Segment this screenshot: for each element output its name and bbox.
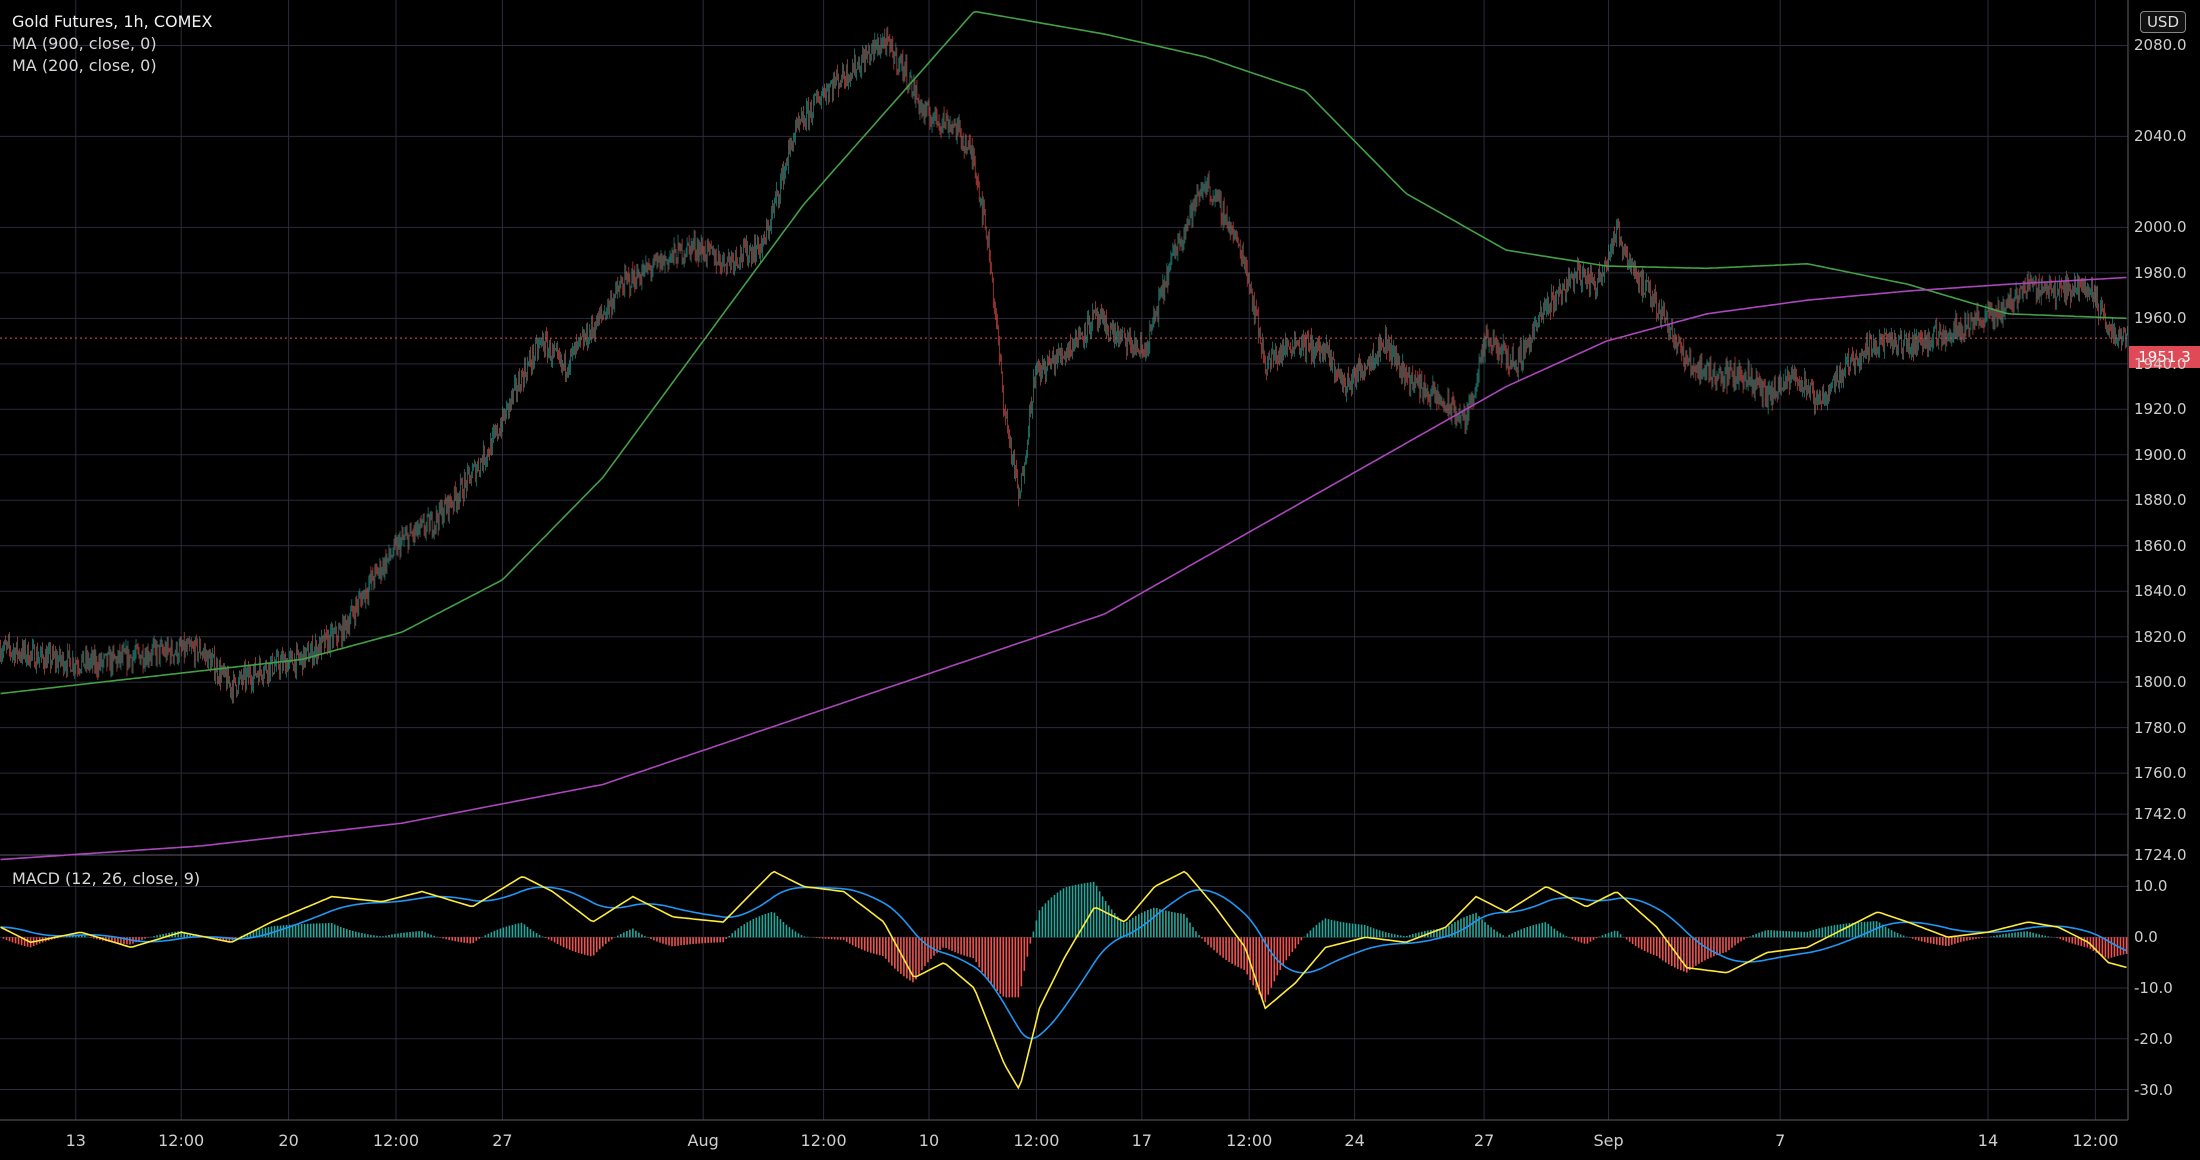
price-axis-tick: 1800.0 — [2134, 673, 2187, 692]
time-axis-tick: 27 — [492, 1131, 513, 1150]
time-axis-tick: 27 — [1473, 1131, 1495, 1150]
signal-line — [0, 886, 2127, 1040]
time-axis-tick: Aug — [687, 1131, 719, 1150]
price-axis-tick: 1860.0 — [2134, 536, 2187, 555]
last-price-tag: 1951.3 — [2129, 346, 2200, 368]
price-axis-tick: 1724.0 — [2134, 846, 2187, 864]
price-axis-tick: 2080.0 — [2134, 36, 2187, 55]
time-axis-tick: 12:00 — [158, 1131, 205, 1150]
ma200-legend[interactable]: MA (200, close, 0) — [12, 56, 157, 75]
price-axis-tick: 1820.0 — [2134, 627, 2187, 646]
price-axis-tick: 1780.0 — [2134, 718, 2187, 737]
macd-line — [0, 870, 2127, 1090]
time-axis-tick: 17 — [1131, 1131, 1152, 1150]
price-axis-tick: 2000.0 — [2134, 218, 2187, 237]
price-axis-tick: 1980.0 — [2134, 263, 2187, 282]
time-axis-tick: 12:00 — [1013, 1131, 1060, 1150]
chart-title: Gold Futures, 1h, COMEX — [12, 12, 213, 31]
price-axis-tick: 1760.0 — [2134, 764, 2187, 783]
time-axis-tick: 7 — [1775, 1131, 1786, 1150]
time-axis-tick: 14 — [1977, 1131, 1999, 1150]
time-axis-tick: 13 — [65, 1131, 86, 1150]
price-axis-tick: 1742.0 — [2134, 805, 2187, 824]
ma200-line — [0, 276, 2127, 861]
price-axis-tick: 1880.0 — [2134, 491, 2187, 510]
currency-badge[interactable]: USD — [2139, 11, 2186, 33]
macd-axis-tick: 10.0 — [2134, 877, 2168, 896]
time-axis-tick: 10 — [918, 1131, 940, 1150]
price-axis-tick: 1840.0 — [2134, 582, 2187, 601]
price-axis-tick: 2040.0 — [2134, 127, 2187, 146]
price-axis-tick: 1900.0 — [2134, 445, 2187, 464]
price-axis-tick: 1960.0 — [2134, 309, 2187, 328]
price-axis-tick: 1940.0 — [2134, 354, 2187, 373]
ma900-line — [0, 10, 2127, 695]
macd-axis-tick: -20.0 — [2134, 1029, 2173, 1048]
time-axis-tick: 20 — [278, 1131, 299, 1150]
time-axis-tick: 24 — [1344, 1131, 1365, 1150]
macd-legend[interactable]: MACD (12, 26, close, 9) — [12, 869, 201, 888]
macd-axis-tick: -30.0 — [2134, 1080, 2173, 1099]
time-axis-tick: 12:00 — [2072, 1131, 2119, 1150]
time-axis-tick: 12:00 — [800, 1131, 847, 1150]
macd-axis-tick: -10.0 — [2134, 979, 2173, 997]
price-axis-tick: 1920.0 — [2134, 400, 2187, 419]
time-axis-tick: Sep — [1593, 1131, 1624, 1150]
macd-axis-tick: 0.0 — [2134, 928, 2158, 947]
ma900-legend[interactable]: MA (900, close, 0) — [12, 34, 157, 53]
time-axis-tick: 12:00 — [1226, 1131, 1273, 1150]
time-axis-tick: 12:00 — [372, 1131, 420, 1150]
